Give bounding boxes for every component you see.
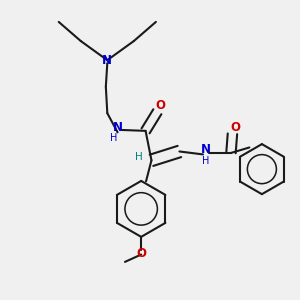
Text: O: O [230,121,240,134]
Text: N: N [201,143,211,157]
Text: H: H [202,156,210,166]
Text: N: N [102,54,112,67]
Text: O: O [155,99,165,112]
Text: H: H [110,133,117,143]
Text: H: H [135,152,143,162]
Text: N: N [112,122,123,134]
Text: O: O [136,247,146,260]
